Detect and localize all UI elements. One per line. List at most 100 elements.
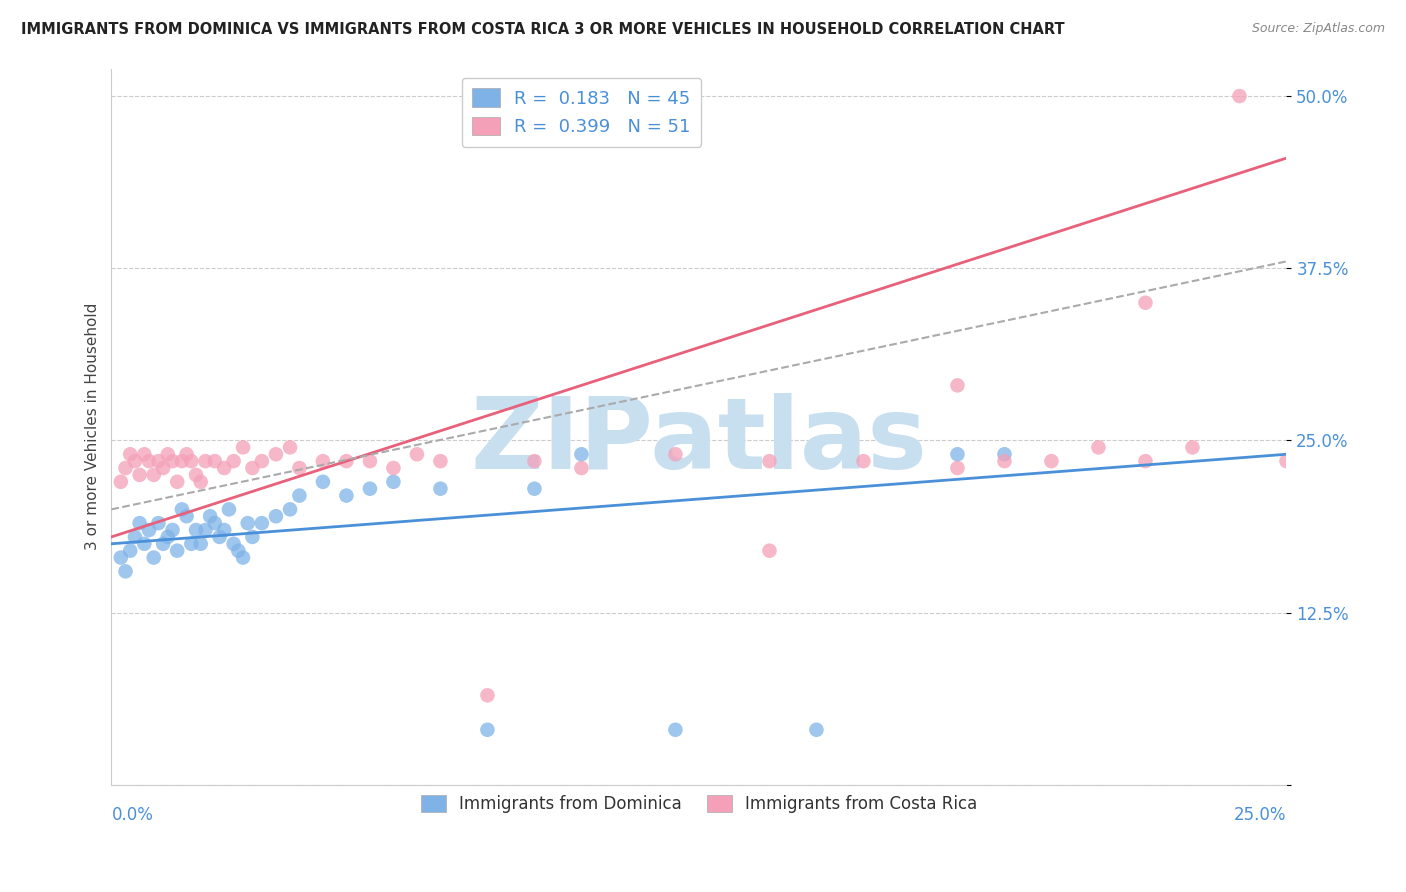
Point — [278, 502, 301, 516]
Point — [148, 516, 170, 530]
Point — [190, 475, 212, 489]
Point — [208, 530, 231, 544]
Point — [288, 489, 311, 503]
Point — [335, 454, 357, 468]
Text: IMMIGRANTS FROM DOMINICA VS IMMIGRANTS FROM COSTA RICA 3 OR MORE VEHICLES IN HOU: IMMIGRANTS FROM DOMINICA VS IMMIGRANTS F… — [21, 22, 1064, 37]
Point — [993, 454, 1015, 468]
Point — [124, 530, 146, 544]
Point — [156, 530, 179, 544]
Point — [120, 447, 142, 461]
Point — [134, 447, 156, 461]
Point — [429, 482, 451, 496]
Point — [134, 537, 156, 551]
Point — [120, 543, 142, 558]
Point — [359, 482, 381, 496]
Point — [382, 475, 405, 489]
Point — [1181, 441, 1204, 455]
Point — [236, 516, 259, 530]
Point — [166, 543, 188, 558]
Point — [222, 537, 245, 551]
Point — [162, 523, 184, 537]
Point — [128, 516, 150, 530]
Point — [184, 467, 207, 482]
Point — [152, 537, 174, 551]
Point — [250, 454, 273, 468]
Point — [429, 454, 451, 468]
Point — [166, 475, 188, 489]
Point — [222, 454, 245, 468]
Point — [228, 543, 250, 558]
Text: ZIPatlas: ZIPatlas — [471, 392, 928, 490]
Point — [212, 523, 235, 537]
Point — [946, 461, 969, 475]
Point — [664, 447, 686, 461]
Point — [523, 454, 546, 468]
Point — [250, 516, 273, 530]
Point — [176, 447, 198, 461]
Point — [180, 537, 202, 551]
Text: 0.0%: 0.0% — [111, 806, 153, 824]
Point — [278, 441, 301, 455]
Point — [180, 454, 202, 468]
Point — [1135, 454, 1157, 468]
Legend: Immigrants from Dominica, Immigrants from Costa Rica: Immigrants from Dominica, Immigrants fro… — [413, 788, 984, 820]
Point — [806, 723, 828, 737]
Point — [218, 502, 240, 516]
Point — [170, 454, 193, 468]
Point — [1229, 89, 1251, 103]
Point — [204, 516, 226, 530]
Point — [758, 543, 780, 558]
Point — [335, 489, 357, 503]
Point — [190, 537, 212, 551]
Point — [993, 447, 1015, 461]
Point — [946, 378, 969, 392]
Point — [124, 454, 146, 468]
Point — [242, 530, 264, 544]
Point — [184, 523, 207, 537]
Point — [128, 467, 150, 482]
Text: Source: ZipAtlas.com: Source: ZipAtlas.com — [1251, 22, 1385, 36]
Point — [110, 550, 132, 565]
Point — [242, 461, 264, 475]
Point — [170, 502, 193, 516]
Point — [198, 509, 221, 524]
Point — [571, 447, 593, 461]
Point — [148, 454, 170, 468]
Point — [142, 467, 165, 482]
Point — [264, 509, 287, 524]
Point — [152, 461, 174, 475]
Point — [138, 454, 160, 468]
Point — [194, 454, 217, 468]
Point — [359, 454, 381, 468]
Point — [114, 461, 136, 475]
Point — [110, 475, 132, 489]
Point — [758, 454, 780, 468]
Point — [1275, 454, 1298, 468]
Point — [212, 461, 235, 475]
Point — [1135, 295, 1157, 310]
Point — [477, 689, 499, 703]
Point — [571, 461, 593, 475]
Point — [946, 447, 969, 461]
Point — [156, 447, 179, 461]
Point — [176, 509, 198, 524]
Point — [664, 723, 686, 737]
Point — [264, 447, 287, 461]
Point — [204, 454, 226, 468]
Point — [852, 454, 875, 468]
Point — [1040, 454, 1063, 468]
Point — [1087, 441, 1109, 455]
Point — [382, 461, 405, 475]
Point — [312, 454, 335, 468]
Point — [162, 454, 184, 468]
Point — [194, 523, 217, 537]
Point — [138, 523, 160, 537]
Point — [477, 723, 499, 737]
Point — [523, 482, 546, 496]
Point — [232, 441, 254, 455]
Point — [312, 475, 335, 489]
Point — [288, 461, 311, 475]
Point — [142, 550, 165, 565]
Point — [114, 565, 136, 579]
Text: 25.0%: 25.0% — [1234, 806, 1286, 824]
